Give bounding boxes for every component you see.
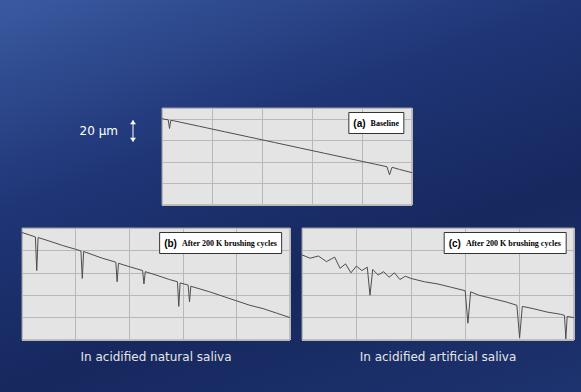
- svg-text:In acidified natural saliva: In acidified natural saliva: [80, 350, 231, 364]
- svg-text:(a): (a): [353, 118, 365, 129]
- svg-text:After 200 K brushing cycles: After 200 K brushing cycles: [182, 239, 277, 248]
- svg-text:Baseline: Baseline: [371, 119, 400, 128]
- svg-text:In acidified artificial saliva: In acidified artificial saliva: [360, 350, 517, 364]
- svg-text:After 200 K brushing cycles: After 200 K brushing cycles: [466, 239, 561, 248]
- svg-text:20 µm: 20 µm: [80, 124, 118, 138]
- svg-text:(c): (c): [449, 238, 461, 249]
- svg-text:(b): (b): [164, 238, 177, 249]
